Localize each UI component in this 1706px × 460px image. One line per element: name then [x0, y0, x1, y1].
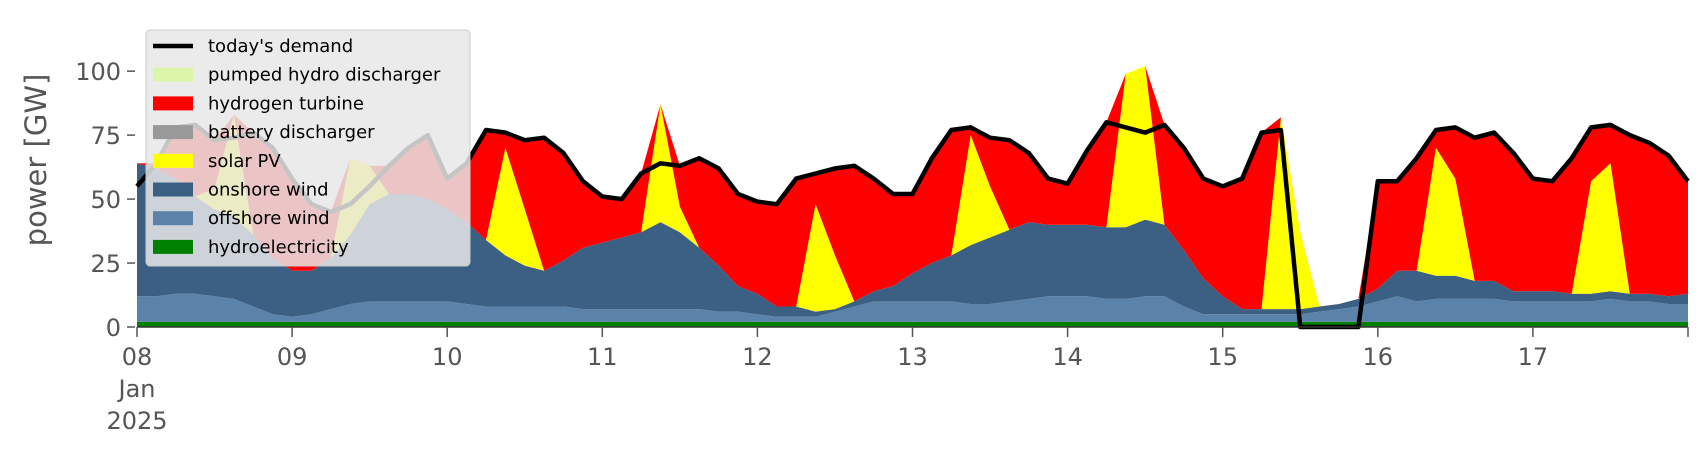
legend-label-onshore-wind: onshore wind	[208, 180, 329, 201]
legend-swatch-battery-discharger	[153, 125, 193, 140]
area-solar-pv	[137, 66, 1688, 312]
axes: 0 25 50 75 100 08 Jan 2025 09 10 11 12 13 14 15 16 17	[75, 58, 1689, 435]
legend-label-hydrogen-turbine: hydrogen turbine	[208, 93, 364, 114]
legend-box	[145, 29, 471, 267]
legend-label-hydroelectricity: hydroelectricity	[208, 237, 349, 258]
y-tick-label: 0	[106, 314, 121, 342]
x-tick-label: 10	[432, 343, 463, 371]
legend-label-solar-pv: solar PV	[208, 151, 281, 172]
legend-swatch-onshore-wind	[153, 182, 193, 197]
x-tick-label: 12	[742, 343, 773, 371]
x-tick-label: 09	[277, 343, 308, 371]
legend-swatch-solar-pv	[153, 153, 193, 168]
x-tick-label: 13	[897, 343, 928, 371]
legend-label-today-s-demand: today's demand	[208, 36, 353, 57]
y-tick-label: 100	[75, 58, 121, 86]
legend-swatch-pumped-hydro-discharger	[153, 67, 193, 82]
x-tick-label: 15	[1207, 343, 1238, 371]
area-onshore-wind	[137, 163, 1688, 317]
x-tick-sublabel: 2025	[106, 407, 167, 435]
area-hydroelectricity	[137, 321, 1688, 327]
x-tick-label: 16	[1363, 343, 1394, 371]
y-tick-label: 75	[90, 122, 121, 150]
legend-swatch-hydrogen-turbine	[153, 96, 193, 111]
x-tick-label: 11	[587, 343, 618, 371]
legend-swatch-hydroelectricity	[153, 239, 193, 254]
legend-label-offshore-wind: offshore wind	[208, 208, 330, 229]
x-tick-label: 17	[1518, 343, 1549, 371]
legend-label-pumped-hydro-discharger: pumped hydro discharger	[208, 65, 441, 86]
legend: today's demand pumped hydro discharger hyd…	[145, 29, 471, 267]
x-tick-label: 08	[122, 343, 153, 371]
x-tick-sublabel: Jan	[117, 375, 156, 403]
x-tick-label: 14	[1052, 343, 1083, 371]
legend-label-battery-discharger: battery discharger	[208, 122, 375, 143]
y-tick-label: 50	[90, 186, 121, 214]
y-axis-label: power [GW]	[19, 74, 53, 247]
y-tick-label: 25	[90, 250, 121, 278]
legend-swatch-offshore-wind	[153, 211, 193, 226]
